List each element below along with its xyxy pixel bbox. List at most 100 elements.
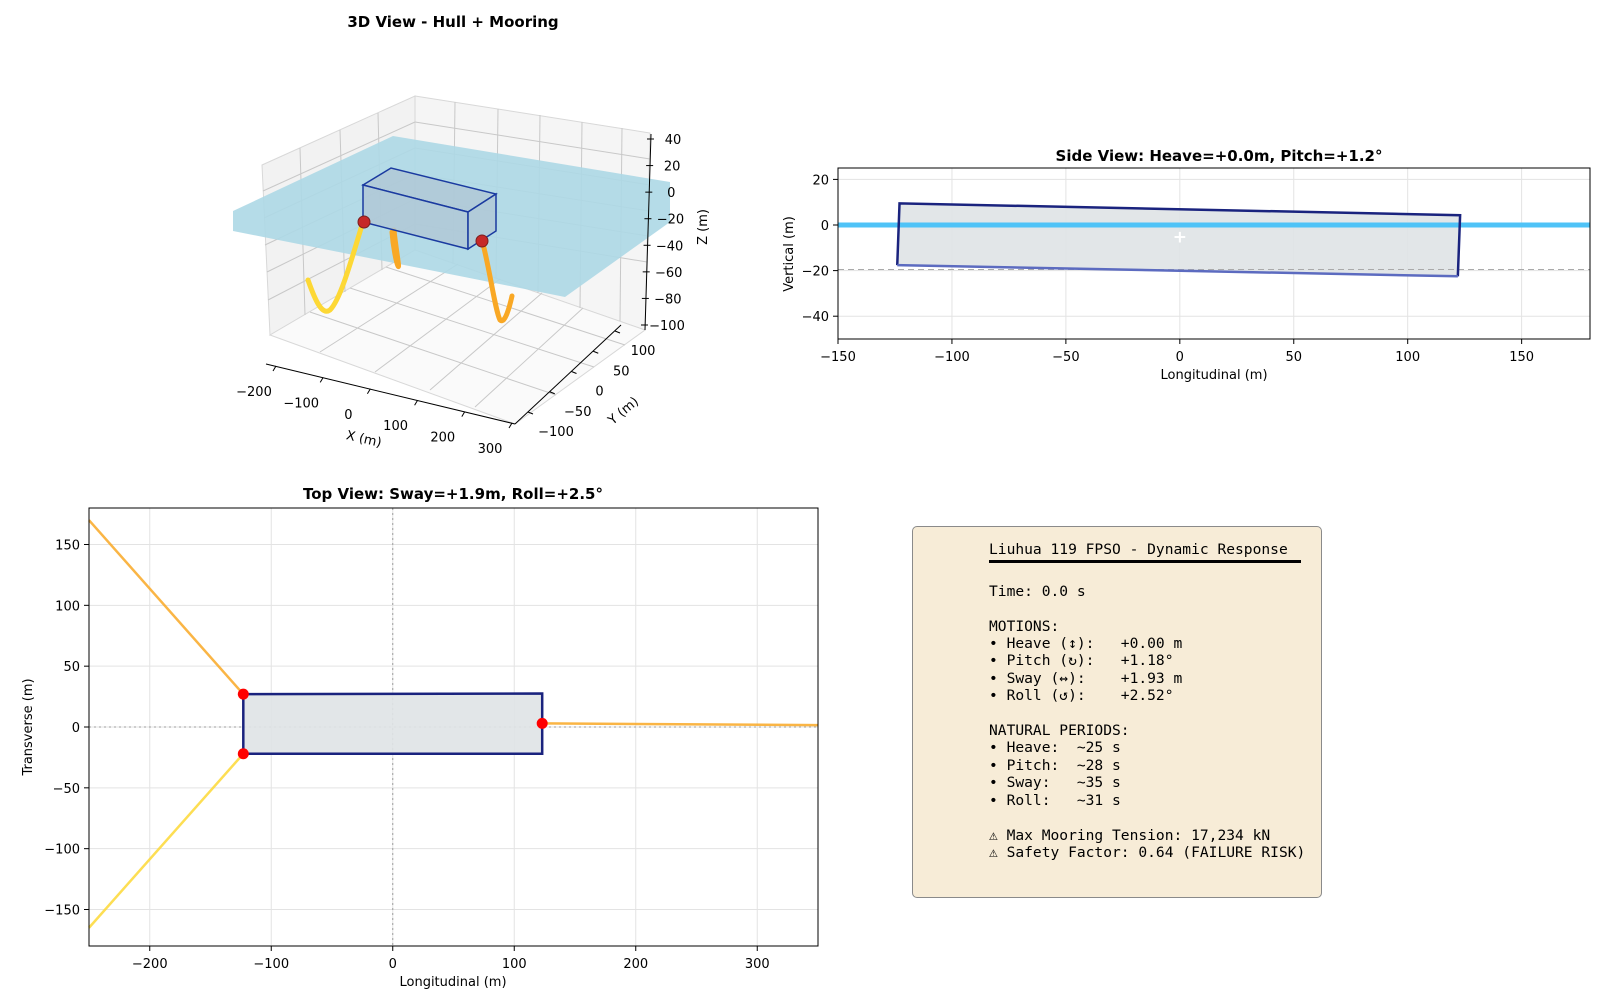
side-view-title: Side View: Heave=+0.0m, Pitch=+1.2° — [1056, 147, 1383, 165]
top-view-xlabel: Longitudinal (m) — [399, 975, 506, 990]
side-hull-fill — [897, 203, 1461, 277]
y-tick-label: 50 — [613, 364, 630, 379]
y-tick-label: −50 — [564, 405, 591, 420]
z-axis-ticks: 40 20 0 −20 −40 −60 −80 −100 — [641, 133, 685, 334]
top-y-tick-label: 0 — [72, 721, 80, 736]
x-axis-ticks: −200 −100 0 100 200 300 — [236, 365, 513, 457]
fairlead-3d-2 — [475, 234, 489, 248]
panel-side-view: Side View: Heave=+0.0m, Pitch=+1.2° + −1… — [782, 147, 1591, 383]
side-y-tick-label: −20 — [802, 265, 829, 280]
period-heave: • Heave: ~25 s — [989, 739, 1121, 757]
x-tick-label: −100 — [283, 396, 319, 411]
period-sway: • Sway: ~35 s — [989, 774, 1121, 792]
x-axis-label: X (m) — [345, 428, 383, 451]
period-roll: • Roll: ~31 s — [989, 791, 1121, 809]
x-tick-mark — [366, 388, 371, 395]
motion-pitch: • Pitch (↻): +1.18° — [989, 652, 1174, 670]
side-cg-marker: + — [1173, 227, 1187, 247]
top-view-marks — [88, 519, 819, 929]
x-tick-mark — [461, 411, 466, 417]
x-tick-mark — [508, 422, 513, 429]
y-tick-mark — [614, 330, 621, 334]
top-mooring-line-3 — [542, 722, 819, 727]
top-y-tick-label: −100 — [44, 843, 80, 858]
side-x-tick-label: 0 — [1176, 350, 1184, 365]
side-hull-keel — [897, 263, 1458, 278]
mooring-line-3d-2 — [389, 227, 401, 269]
side-x-tick-label: −150 — [820, 350, 856, 365]
x-tick-label: 0 — [344, 408, 352, 423]
z-tick-label: 40 — [665, 133, 682, 148]
info-title-underline — [989, 560, 1301, 564]
y-tick-label: 100 — [631, 344, 656, 359]
side-y-tick-label: 20 — [812, 173, 829, 188]
x-tick-mark — [272, 365, 277, 372]
z-tick-label: −80 — [654, 292, 681, 307]
z-tick-label: −100 — [649, 319, 685, 334]
y-tick-mark — [527, 411, 534, 415]
top-view-grid — [89, 508, 818, 946]
top-x-tick-label: −200 — [132, 957, 168, 972]
y-tick-mark — [593, 350, 599, 354]
x-tick-mark — [319, 377, 324, 383]
x-axis-line — [265, 363, 516, 425]
motion-roll: • Roll (↺): +2.52° — [989, 687, 1174, 705]
x-tick-label: −200 — [236, 385, 272, 400]
x-tick-label: 100 — [383, 419, 408, 434]
top-x-tick-label: 300 — [745, 957, 770, 972]
side-y-tick-label: 0 — [821, 219, 829, 234]
motion-sway: • Sway (↔): +1.93 m — [989, 669, 1183, 687]
info-time: Time: 0.0 s — [989, 582, 1086, 600]
info-title: Liuhua 119 FPSO - Dynamic Response — [989, 541, 1288, 558]
side-y-tick-label: −40 — [802, 310, 829, 325]
top-mooring-line-1 — [88, 519, 245, 695]
panel-3d-view: 3D View - Hull + Mooring — [233, 13, 711, 457]
hull-3d — [361, 167, 498, 251]
panel-3d-title: 3D View - Hull + Mooring — [347, 13, 558, 31]
side-x-tick-label: −50 — [1052, 350, 1079, 365]
z-tick-label: 20 — [664, 160, 681, 175]
z-tick-label: −60 — [655, 266, 682, 281]
top-x-tick-label: −100 — [253, 957, 289, 972]
warning-tension: ⚠ Max Mooring Tension: 17,234 kN — [989, 826, 1271, 844]
top-view-title: Top View: Sway=+1.9m, Roll=+2.5° — [303, 485, 603, 503]
z-tick-label: −40 — [656, 239, 683, 254]
top-y-tick-label: −150 — [44, 904, 80, 919]
top-fairlead-3 — [536, 717, 548, 729]
side-x-tick-label: −100 — [934, 350, 970, 365]
info-text: Liuhua 119 FPSO - Dynamic Response Time:… — [989, 541, 1305, 861]
y-tick-label: −100 — [538, 425, 574, 440]
mooring-line-3d-1 — [305, 222, 365, 314]
side-view-marks: + — [838, 202, 1590, 278]
y-tick-mark — [549, 391, 555, 395]
z-tick-label: 0 — [667, 186, 675, 201]
y-axis-label: Y (m) — [605, 394, 642, 429]
y-tick-mark — [571, 371, 577, 374]
top-y-tick-label: 150 — [55, 539, 80, 554]
z-axis-label: Z (m) — [696, 209, 711, 245]
side-x-tick-label: 50 — [1285, 350, 1302, 365]
side-view-ylabel: Vertical (m) — [782, 216, 797, 292]
top-view-ylabel: Transverse (m) — [21, 678, 36, 776]
x-tick-label: 300 — [478, 442, 503, 457]
info-panel: Liuhua 119 FPSO - Dynamic Response Time:… — [912, 526, 1322, 898]
z-axis-line — [644, 133, 652, 331]
z-tick-label: −20 — [657, 213, 684, 228]
top-x-tick-label: 200 — [623, 957, 648, 972]
top-y-tick-label: 50 — [63, 660, 80, 675]
periods-header: NATURAL PERIODS: — [989, 722, 1130, 740]
side-x-tick-label: 150 — [1509, 350, 1534, 365]
motions-header: MOTIONS: — [989, 617, 1060, 635]
mooring-line-3d-3 — [479, 237, 515, 324]
top-y-tick-label: −50 — [53, 782, 80, 797]
top-x-tick-label: 0 — [389, 957, 397, 972]
x-tick-mark — [414, 399, 419, 406]
top-mooring-line-2 — [88, 752, 245, 929]
side-x-tick-label: 100 — [1395, 350, 1420, 365]
side-view-frame — [837, 167, 1591, 340]
y-axis-line — [514, 324, 622, 425]
side-hull-deck — [895, 202, 1462, 277]
top-y-tick-label: 100 — [55, 599, 80, 614]
